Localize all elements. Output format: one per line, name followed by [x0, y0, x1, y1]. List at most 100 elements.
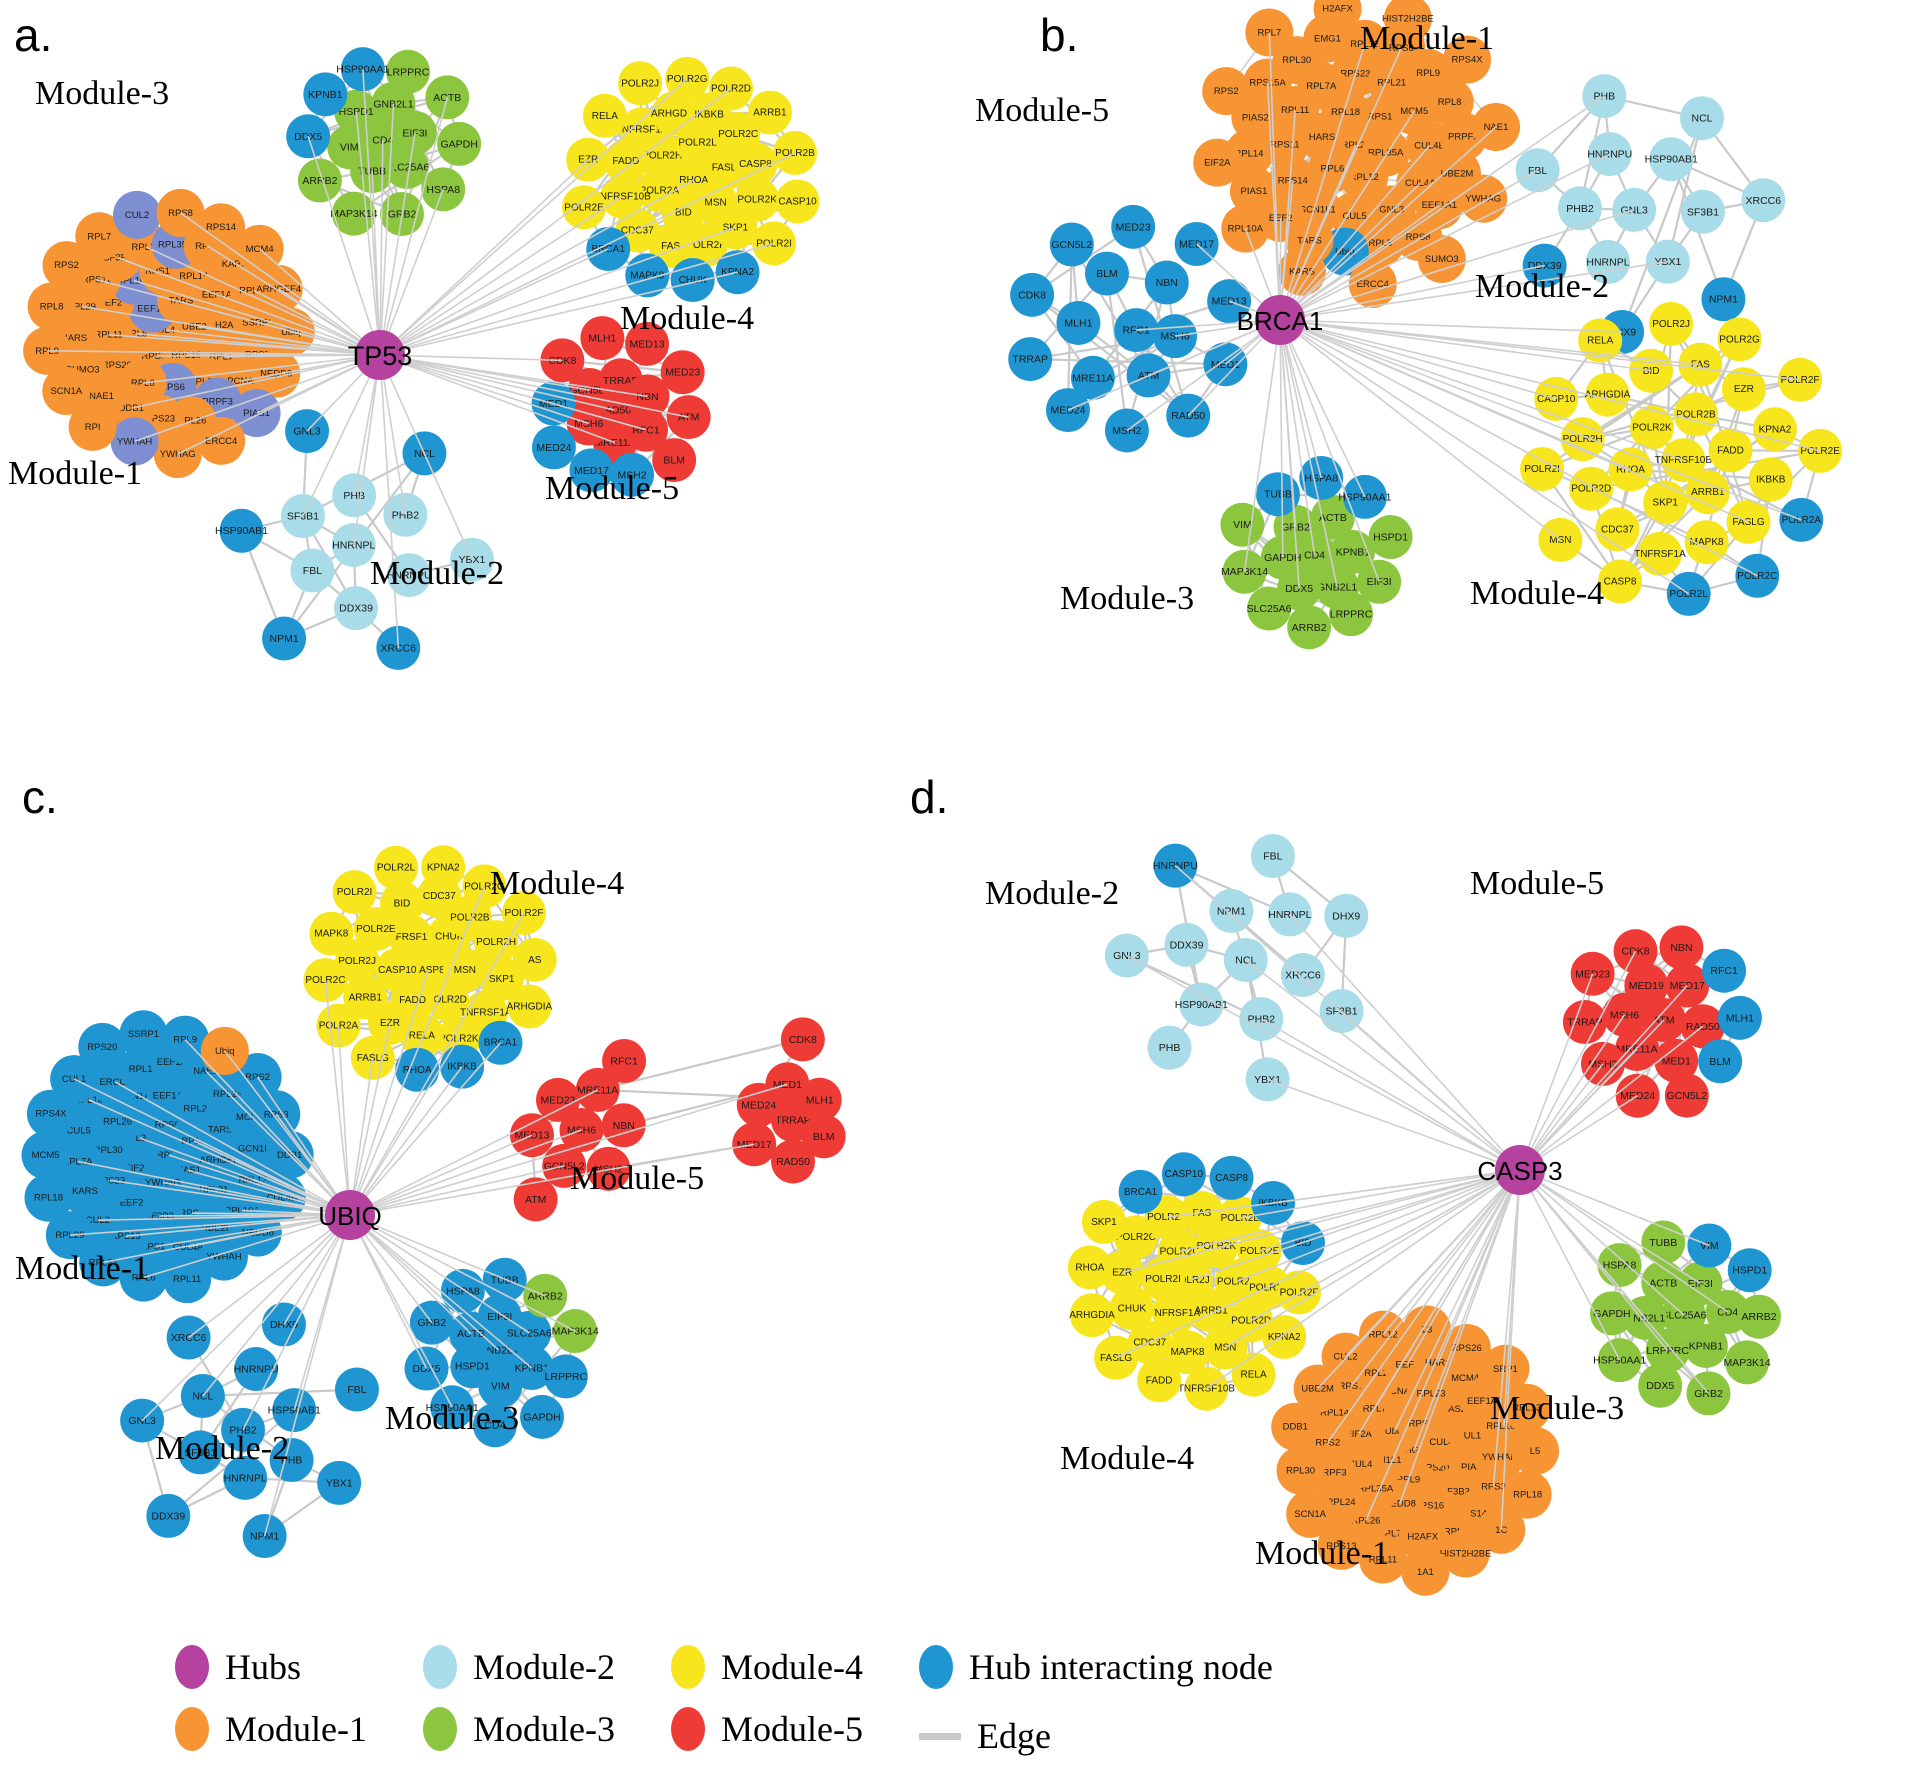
node-circle[interactable] — [1698, 1039, 1743, 1084]
node-circle[interactable] — [535, 1077, 580, 1122]
node-circle[interactable] — [562, 185, 607, 230]
network-node[interactable]: POLR2D — [1569, 466, 1614, 511]
node-circle[interactable] — [1165, 1330, 1210, 1375]
node-circle[interactable] — [27, 282, 76, 331]
node-circle[interactable] — [1144, 260, 1189, 305]
node-circle[interactable] — [1104, 408, 1149, 453]
network-node[interactable]: KPNA2 — [1752, 407, 1797, 452]
network-node[interactable]: FADD — [1708, 428, 1753, 473]
network-node[interactable]: POLR2L — [373, 845, 418, 890]
node-circle[interactable] — [1280, 952, 1325, 997]
node-circle[interactable] — [262, 616, 307, 661]
network-node[interactable]: VIM — [1220, 502, 1265, 547]
node-circle[interactable] — [1157, 1229, 1202, 1274]
network-node[interactable]: POLR2B — [1673, 392, 1718, 437]
node-circle[interactable] — [1578, 318, 1623, 363]
node-circle[interactable] — [119, 1010, 168, 1059]
node-circle[interactable] — [1683, 1323, 1728, 1368]
network-node[interactable]: MLH1 — [580, 316, 625, 361]
network-node[interactable]: MED17 — [1174, 222, 1219, 267]
network-node[interactable]: HSP90AA1 — [1593, 1338, 1646, 1383]
node-circle[interactable] — [586, 1146, 631, 1191]
hub-circle[interactable] — [325, 1190, 375, 1240]
network-node[interactable]: MED24 — [531, 425, 576, 470]
node-circle[interactable] — [1580, 1041, 1625, 1086]
network-node[interactable]: RELA — [1231, 1352, 1276, 1397]
network-node[interactable]: RAD50 — [771, 1139, 816, 1184]
node-circle[interactable] — [513, 1177, 558, 1222]
network-node[interactable]: BLM — [1698, 1039, 1743, 1084]
node-circle[interactable] — [1721, 367, 1766, 412]
node-circle[interactable] — [670, 258, 715, 303]
node-circle[interactable] — [1649, 301, 1694, 346]
node-circle[interactable] — [509, 1346, 554, 1391]
network-node[interactable]: MAP3K14 — [552, 1309, 599, 1354]
network-node[interactable]: BRCA1 — [1118, 1169, 1163, 1214]
network-node[interactable]: RPS20 — [78, 1022, 127, 1071]
node-circle[interactable] — [290, 548, 335, 593]
node-circle[interactable] — [1659, 925, 1704, 970]
node-circle[interactable] — [733, 142, 778, 187]
hub-circle[interactable] — [1255, 295, 1305, 345]
network-node[interactable]: MAP3K14 — [1723, 1340, 1771, 1385]
network-node[interactable]: FBL — [290, 548, 335, 593]
network-node[interactable]: YWHAG — [1459, 174, 1508, 223]
network-node[interactable]: NBN — [1144, 260, 1189, 305]
node-circle[interactable] — [648, 224, 693, 269]
node-circle[interactable] — [1649, 137, 1694, 182]
node-circle[interactable] — [520, 1394, 565, 1439]
node-circle[interactable] — [602, 1039, 647, 1084]
node-circle[interactable] — [1441, 1529, 1490, 1578]
node-circle[interactable] — [75, 212, 124, 261]
network-node[interactable]: ARRB1 — [747, 90, 792, 135]
network-node[interactable]: LRPPRC — [1329, 592, 1374, 637]
node-circle[interactable] — [1209, 888, 1254, 933]
node-circle[interactable] — [1597, 1243, 1642, 1288]
network-node[interactable]: MED23 — [535, 1077, 580, 1122]
node-circle[interactable] — [625, 253, 670, 298]
network-node[interactable]: NAE1 — [1472, 102, 1521, 151]
node-circle[interactable] — [569, 448, 614, 493]
node-circle[interactable] — [618, 61, 663, 106]
node-circle[interactable] — [601, 1103, 646, 1148]
node-circle[interactable] — [1239, 997, 1284, 1042]
node-circle[interactable] — [1752, 407, 1797, 452]
network-node[interactable]: NPM1 — [1209, 888, 1254, 933]
network-node[interactable]: RHOA — [1067, 1245, 1112, 1290]
network-node[interactable]: 1A1 — [1401, 1547, 1450, 1596]
network-node[interactable]: NPM1 — [262, 616, 307, 661]
network-node[interactable]: HSPD1 — [1727, 1248, 1772, 1293]
node-circle[interactable] — [1277, 1270, 1322, 1315]
node-circle[interactable] — [1383, 0, 1432, 43]
node-circle[interactable] — [221, 1407, 266, 1452]
node-circle[interactable] — [1310, 495, 1355, 540]
network-node[interactable]: CASP10 — [1161, 1152, 1206, 1197]
network-node[interactable]: KPNA2 — [421, 845, 466, 890]
network-node[interactable]: RFC1 — [1114, 308, 1159, 353]
node-circle[interactable] — [575, 1067, 620, 1112]
node-circle[interactable] — [1684, 520, 1729, 565]
network-node[interactable]: HSP90AB1 — [1175, 982, 1228, 1027]
node-circle[interactable] — [297, 158, 342, 203]
node-circle[interactable] — [200, 1026, 249, 1075]
node-circle[interactable] — [1472, 102, 1521, 151]
node-circle[interactable] — [332, 870, 377, 915]
node-circle[interactable] — [1664, 1073, 1709, 1118]
network-node[interactable]: BRCA1 — [586, 226, 631, 271]
node-circle[interactable] — [42, 366, 91, 415]
network-node[interactable]: POLR2E — [562, 185, 607, 230]
network-node[interactable]: HSP90AB1 — [1645, 137, 1698, 182]
network-node[interactable]: RPL30 — [1276, 1446, 1325, 1495]
network-node[interactable]: HSP90AB1 — [215, 508, 268, 553]
node-circle[interactable] — [1137, 1358, 1182, 1403]
network-node[interactable]: VIM — [327, 125, 372, 170]
node-circle[interactable] — [1147, 1025, 1192, 1070]
node-circle[interactable] — [1569, 466, 1614, 511]
node-circle[interactable] — [512, 937, 557, 982]
node-circle[interactable] — [1203, 342, 1248, 387]
node-circle[interactable] — [771, 1139, 816, 1184]
node-circle[interactable] — [1193, 138, 1242, 187]
network-node[interactable]: SF3B1 — [1680, 189, 1725, 234]
node-circle[interactable] — [1255, 472, 1300, 517]
node-circle[interactable] — [317, 1460, 362, 1505]
